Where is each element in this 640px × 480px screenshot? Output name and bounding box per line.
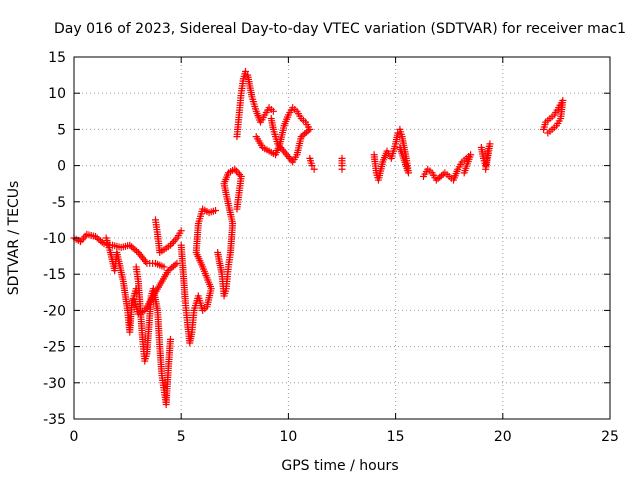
series-dip_b xyxy=(132,263,174,409)
data-point xyxy=(299,131,307,139)
data-point xyxy=(177,227,185,235)
y-tick-label: 0 xyxy=(57,159,66,175)
data-point xyxy=(482,165,490,173)
x-tick-label: 10 xyxy=(279,429,297,445)
x-tick-label: 5 xyxy=(177,429,186,445)
data-point xyxy=(236,171,244,179)
y-tick-label: -30 xyxy=(43,376,66,392)
data-point xyxy=(170,238,178,246)
series-dip_a xyxy=(102,234,140,336)
x-tick-label: 25 xyxy=(601,429,619,445)
series-lower_arc xyxy=(130,259,181,318)
series-tail_12 xyxy=(338,154,346,173)
series-spike_rise xyxy=(151,216,185,256)
x-tick-label: 0 xyxy=(70,429,79,445)
y-tick-label: -20 xyxy=(43,303,66,319)
data-point xyxy=(166,335,174,343)
data-point xyxy=(160,263,168,271)
data-point xyxy=(242,67,250,75)
grid-layer xyxy=(74,57,610,419)
y-axis-label: SDTVAR / TECUs xyxy=(6,181,22,296)
series-late_rise xyxy=(214,165,245,300)
series-cluster_14 xyxy=(370,125,412,184)
y-tick-label: -15 xyxy=(43,267,66,283)
series-cluster_19 xyxy=(477,140,494,173)
data-point xyxy=(171,261,179,269)
tick-layer: 0 5 10 15 20 25 -35 -30 -25 -20 -15 -10 -5 0 5 10 15 xyxy=(43,50,619,445)
y-tick-label: -10 xyxy=(43,231,66,247)
data-point xyxy=(81,232,89,240)
series-mid_cluster xyxy=(252,104,314,166)
data-point xyxy=(133,247,141,255)
data-point xyxy=(544,129,552,137)
x-axis-label: GPS time / hours xyxy=(281,458,398,474)
data-point xyxy=(269,107,277,115)
y-tick-label: 15 xyxy=(48,50,66,66)
x-tick-label: 15 xyxy=(387,429,405,445)
y-tick-label: -35 xyxy=(43,412,66,428)
series-dip_c xyxy=(177,205,220,347)
data-point xyxy=(267,115,275,123)
data-point xyxy=(232,167,240,175)
series-peak xyxy=(233,67,277,141)
series-tail_11 xyxy=(306,154,318,173)
data-point xyxy=(233,205,241,213)
data-point xyxy=(310,165,318,173)
y-tick-label: 10 xyxy=(48,86,66,102)
chart-title: Day 016 of 2023, Sidereal Day-to-day VTE… xyxy=(54,21,626,37)
data-point xyxy=(78,236,86,244)
data-point xyxy=(338,165,346,173)
y-tick-label: 5 xyxy=(57,122,66,138)
y-tick-label: -5 xyxy=(52,195,66,211)
series-cluster_16 xyxy=(419,151,475,184)
data-point xyxy=(168,239,176,247)
y-tick-label: -25 xyxy=(43,340,66,356)
data-point xyxy=(460,169,468,177)
series-base_band xyxy=(70,230,168,271)
x-tick-label: 20 xyxy=(494,429,512,445)
data-point xyxy=(212,206,220,214)
series-cluster_22 xyxy=(540,96,567,137)
data-point xyxy=(308,162,316,170)
data-point xyxy=(396,144,404,151)
data-marks xyxy=(70,67,567,409)
